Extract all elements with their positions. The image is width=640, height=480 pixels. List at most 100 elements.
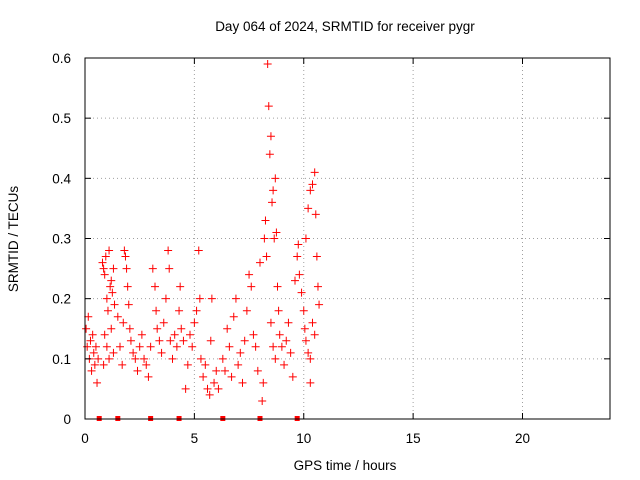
data-point [93,378,102,387]
data-point [186,330,194,339]
data-point [297,288,306,297]
data-point [225,342,234,351]
data-point [91,342,100,351]
data-point [268,198,277,207]
data-point [121,252,130,261]
data-point [164,246,173,255]
data-point [105,354,114,363]
data-point [99,360,108,369]
data-point [144,372,153,381]
data-point [131,354,140,363]
data-point [151,282,159,291]
x-tick-label: 20 [515,431,530,446]
data-point [90,360,99,369]
data-point [82,324,91,333]
data-point [194,246,203,255]
y-tick-label: 0 [63,412,71,427]
data-point [161,294,170,303]
data-point [118,360,127,369]
data-point [247,282,256,291]
data-point [240,336,249,345]
data-point [166,336,175,345]
data-point [103,306,112,315]
data-point [271,174,280,183]
data-point [201,360,210,369]
y-tick-label: 0.4 [52,171,71,186]
data-point [277,342,286,351]
data-point [231,294,240,303]
data-point [293,252,302,261]
data-point [313,282,322,291]
data-point [258,396,267,405]
data-point [125,324,134,333]
data-point [196,354,205,363]
data-point [259,378,268,387]
data-point [301,234,310,243]
data-point [249,330,258,339]
data-point [179,336,188,345]
data-point [107,276,116,285]
data-point [236,348,245,357]
data-point [229,312,238,321]
data-points [82,60,324,405]
data-point [264,102,273,111]
data-point [105,246,114,255]
data-point [129,348,138,357]
data-point [262,252,271,261]
data-point [270,234,279,243]
data-point [109,264,118,273]
y-axis-label: SRMTID / TECUs [6,186,21,293]
data-point [261,216,270,225]
data-point [294,240,303,249]
data-point [299,306,308,315]
data-point [177,324,186,333]
data-point [312,252,321,261]
data-point [155,336,164,345]
data-point [148,264,157,273]
data-point [137,330,146,339]
data-point [271,354,280,363]
x-tick-label: 10 [296,431,311,446]
x-axis-label: GPS time / hours [294,458,397,473]
data-point [260,234,269,243]
data-point [199,372,208,381]
data-point [100,330,109,339]
data-point [273,282,282,291]
data-point [308,318,317,327]
data-point [221,366,229,375]
data-point [266,132,275,141]
data-point [157,348,166,357]
data-point [295,270,304,279]
x-tick-label: 15 [406,431,421,446]
data-point [274,306,283,315]
y-tick-label: 0.2 [52,292,71,307]
data-point [308,180,317,189]
data-point [181,384,190,393]
data-point [190,318,199,327]
data-point [269,186,278,195]
data-point [214,384,223,393]
data-point [315,300,324,309]
data-point [203,384,212,393]
y-tick-label: 0.1 [52,352,71,367]
data-point [265,150,274,159]
data-point [101,252,110,261]
grid-lines [85,58,610,419]
data-point [223,324,232,333]
data-point [116,342,124,351]
data-point [263,60,272,69]
x-axis-ticks: 0 5 10 15 20 [81,58,530,446]
data-point [159,318,168,327]
chart-title: Day 064 of 2024, SRMTID for receiver pyg… [215,19,475,34]
data-point [288,372,297,381]
data-point [205,390,214,399]
data-point [135,342,144,351]
data-point [168,354,177,363]
data-point [280,360,289,369]
data-point [87,366,96,375]
data-point [172,342,181,351]
data-point [89,348,98,357]
data-point [119,318,128,327]
data-point [300,324,309,333]
data-point [304,348,313,357]
